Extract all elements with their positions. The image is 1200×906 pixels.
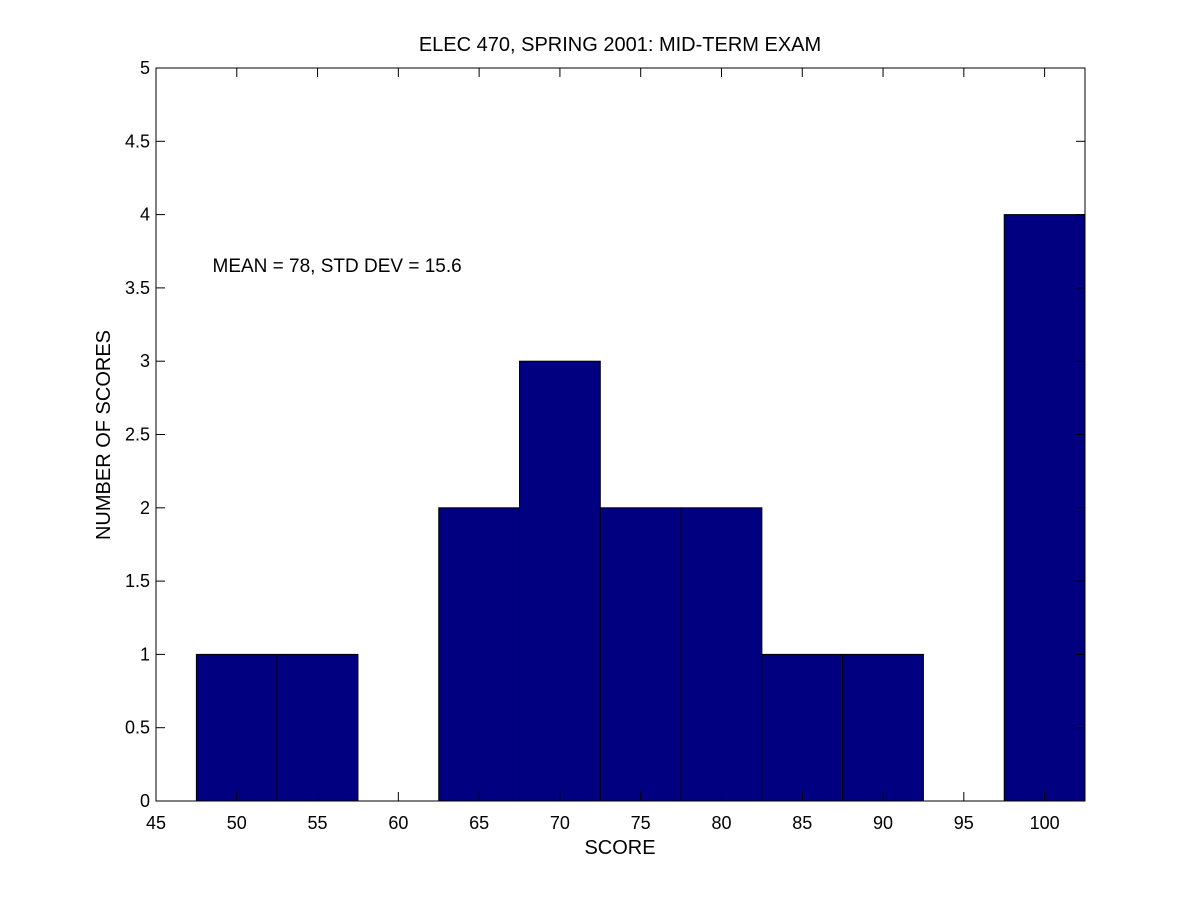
y-tick-label-2.5: 2.5 (125, 425, 150, 445)
bar-80 (680, 507, 763, 802)
x-tick-label-85: 85 (792, 813, 812, 833)
y-tick-label-2: 2 (140, 498, 150, 518)
y-tick-label-1.5: 1.5 (125, 571, 150, 591)
bar-85 (761, 653, 844, 802)
ticks-layer: 45 50 55 60 65 70 75 80 85 90 95 10000.511.522.533.… (125, 58, 1085, 833)
x-tick-label-100: 100 (1030, 813, 1060, 833)
x-tick-label-55: 55 (308, 813, 328, 833)
x-axis-label: SCORE (584, 837, 655, 859)
x-tick-label-45: 45 (146, 813, 166, 833)
y-tick-label-0.5: 0.5 (125, 718, 150, 738)
bars-layer (195, 214, 1086, 802)
bar-75 (599, 507, 682, 802)
bar-65 (438, 507, 521, 802)
x-tick-label-60: 60 (388, 813, 408, 833)
y-tick-label-5: 5 (140, 58, 150, 78)
x-tick-label-90: 90 (873, 813, 893, 833)
chart-title: ELEC 470, SPRING 2001: MID-TERM EXAM (419, 34, 821, 56)
bar-55 (276, 653, 359, 802)
bar-50 (195, 653, 278, 802)
bar-90 (842, 653, 924, 802)
y-tick-label-0: 0 (140, 791, 150, 811)
y-tick-label-3: 3 (140, 351, 150, 371)
y-tick-label-1: 1 (140, 644, 150, 664)
x-tick-label-65: 65 (469, 813, 489, 833)
bar-70 (519, 360, 601, 802)
y-axis-label: NUMBER OF SCORES (93, 330, 115, 540)
x-tick-label-70: 70 (550, 813, 570, 833)
x-tick-label-50: 50 (227, 813, 247, 833)
y-tick-label-3.5: 3.5 (125, 278, 150, 298)
y-tick-label-4: 4 (140, 205, 150, 225)
x-tick-label-95: 95 (954, 813, 974, 833)
x-tick-label-80: 80 (711, 813, 731, 833)
y-tick-label-4.5: 4.5 (125, 131, 150, 151)
x-tick-label-75: 75 (631, 813, 651, 833)
annotation-text: MEAN = 78, STD DEV = 15.6 (213, 256, 462, 277)
bar-100 (1003, 214, 1086, 802)
